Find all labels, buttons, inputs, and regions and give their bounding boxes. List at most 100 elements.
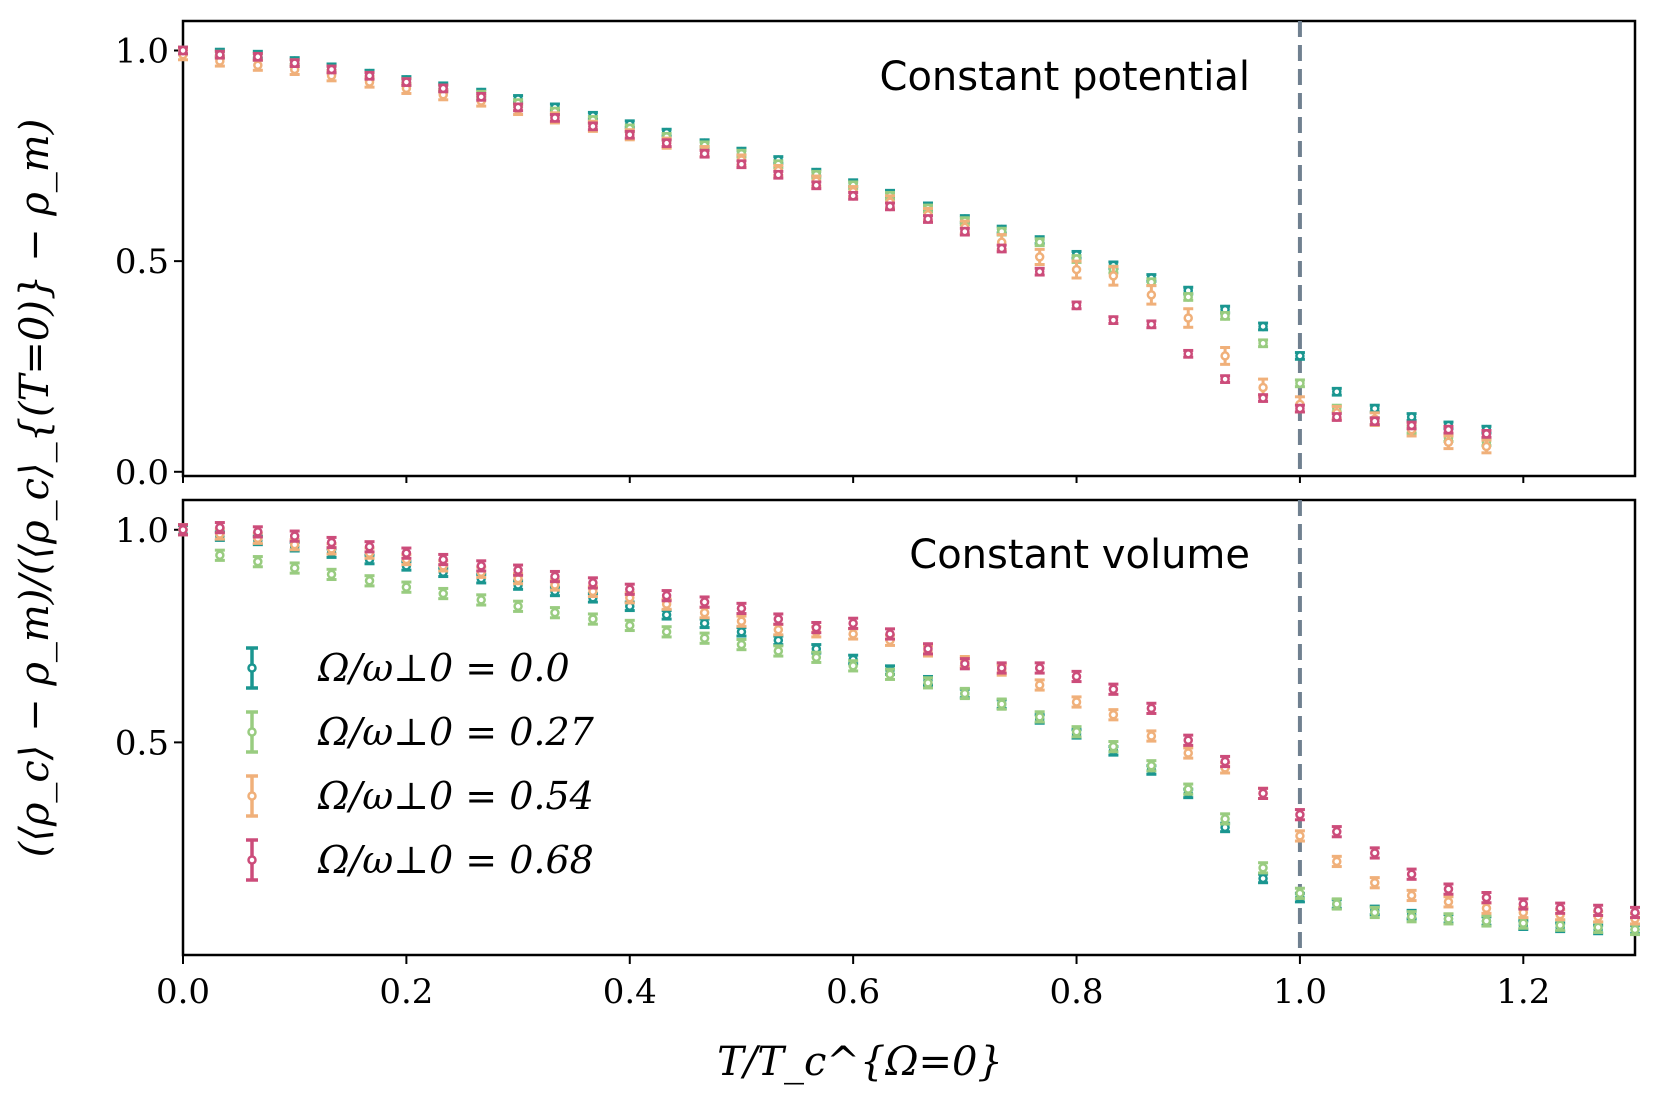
data-point: [848, 190, 859, 201]
marker: [1443, 884, 1454, 894]
data-point: [1294, 829, 1305, 843]
marker: [438, 588, 448, 599]
marker: [736, 616, 747, 626]
data-point: [1518, 905, 1529, 920]
x-tick-label: 0.4: [603, 972, 657, 1012]
marker: [513, 102, 523, 113]
data-point: [1443, 434, 1454, 451]
data-point: [214, 521, 225, 535]
data-point: [773, 634, 784, 647]
data-point: [624, 582, 635, 596]
marker: [1146, 290, 1157, 300]
data-point: [1071, 695, 1082, 709]
data-point: [959, 686, 970, 701]
marker: [1146, 761, 1157, 771]
data-point: [1369, 846, 1380, 860]
marker: [736, 627, 747, 637]
data-point: [996, 243, 1007, 254]
data-point: [1034, 710, 1045, 724]
marker: [625, 130, 635, 140]
legend-item: Ω/ω⊥0 = 0.27: [246, 710, 595, 754]
marker: [1370, 403, 1380, 414]
data-point: [1146, 319, 1157, 330]
x-tick-label: 0.8: [1049, 972, 1103, 1012]
data-point: [699, 148, 710, 159]
series-1: [178, 523, 1640, 937]
marker: [1258, 393, 1268, 403]
data-point: [1183, 307, 1194, 329]
data-point: [1034, 678, 1045, 692]
data-point: [1258, 872, 1269, 885]
marker: [1220, 351, 1230, 361]
data-point: [476, 559, 487, 573]
panel-constant-volume: Constant volume 0.5 1.0 0.0 0.2 0.4 0.6 0.8 1.0…: [115, 498, 1640, 1012]
data-point: [1258, 861, 1269, 875]
legend-item: Ω/ω⊥0 = 0.0: [246, 646, 570, 690]
marker: [1593, 905, 1603, 916]
marker: [588, 578, 598, 588]
marker: [476, 92, 486, 102]
marker: [1034, 663, 1045, 673]
marker: [699, 607, 710, 618]
data-point: [624, 591, 635, 605]
marker: [401, 582, 412, 592]
marker: [1183, 748, 1193, 758]
data-point: [549, 606, 560, 620]
data-point: [1183, 292, 1194, 302]
data-point: [438, 552, 449, 567]
data-point: [1220, 812, 1231, 826]
marker: [1034, 266, 1045, 277]
marker: [253, 52, 263, 62]
data-point: [885, 627, 896, 641]
marker: [1034, 237, 1045, 247]
marker: [923, 644, 933, 654]
marker: [996, 663, 1007, 673]
marker: [1518, 899, 1529, 909]
data-point: [1406, 412, 1417, 422]
x-tick-label: 0.0: [156, 972, 210, 1012]
marker: [1220, 814, 1230, 824]
data-point: [1220, 754, 1231, 769]
data-point: [699, 606, 710, 620]
marker: [1034, 712, 1045, 722]
data-point: [401, 77, 412, 87]
marker: [1630, 907, 1640, 918]
data-point: [661, 589, 672, 603]
data-point: [1630, 922, 1640, 937]
data-point: [289, 529, 300, 543]
data-point: [1481, 914, 1492, 928]
data-point: [885, 201, 896, 212]
data-point: [922, 642, 933, 656]
marker: [1295, 378, 1305, 389]
data-point: [513, 599, 524, 613]
marker: [773, 614, 784, 624]
data-point: [1258, 338, 1269, 349]
data-point: [289, 561, 300, 575]
data-point: [773, 623, 784, 637]
series-2: [178, 48, 1492, 455]
data-point: [1183, 782, 1194, 796]
data-point: [476, 91, 487, 102]
data-point: [1443, 895, 1454, 909]
data-point: [289, 58, 300, 68]
data-point: [1034, 247, 1045, 267]
marker: [848, 629, 858, 639]
marker: [1443, 424, 1454, 435]
marker: [1481, 441, 1492, 452]
marker: [625, 620, 635, 631]
marker: [1295, 831, 1305, 841]
data-point: [1331, 825, 1342, 839]
marker: [1034, 680, 1045, 690]
data-point: [1071, 300, 1082, 311]
marker: [1332, 826, 1342, 837]
data-point: [1481, 438, 1492, 455]
marker: [1071, 697, 1082, 707]
marker: [1183, 735, 1193, 746]
marker: [923, 678, 933, 688]
marker: [736, 603, 747, 614]
data-point: [1443, 882, 1454, 896]
marker: [1481, 892, 1492, 903]
marker: [1406, 911, 1417, 922]
data-point: [587, 121, 598, 132]
marker: [588, 121, 598, 132]
